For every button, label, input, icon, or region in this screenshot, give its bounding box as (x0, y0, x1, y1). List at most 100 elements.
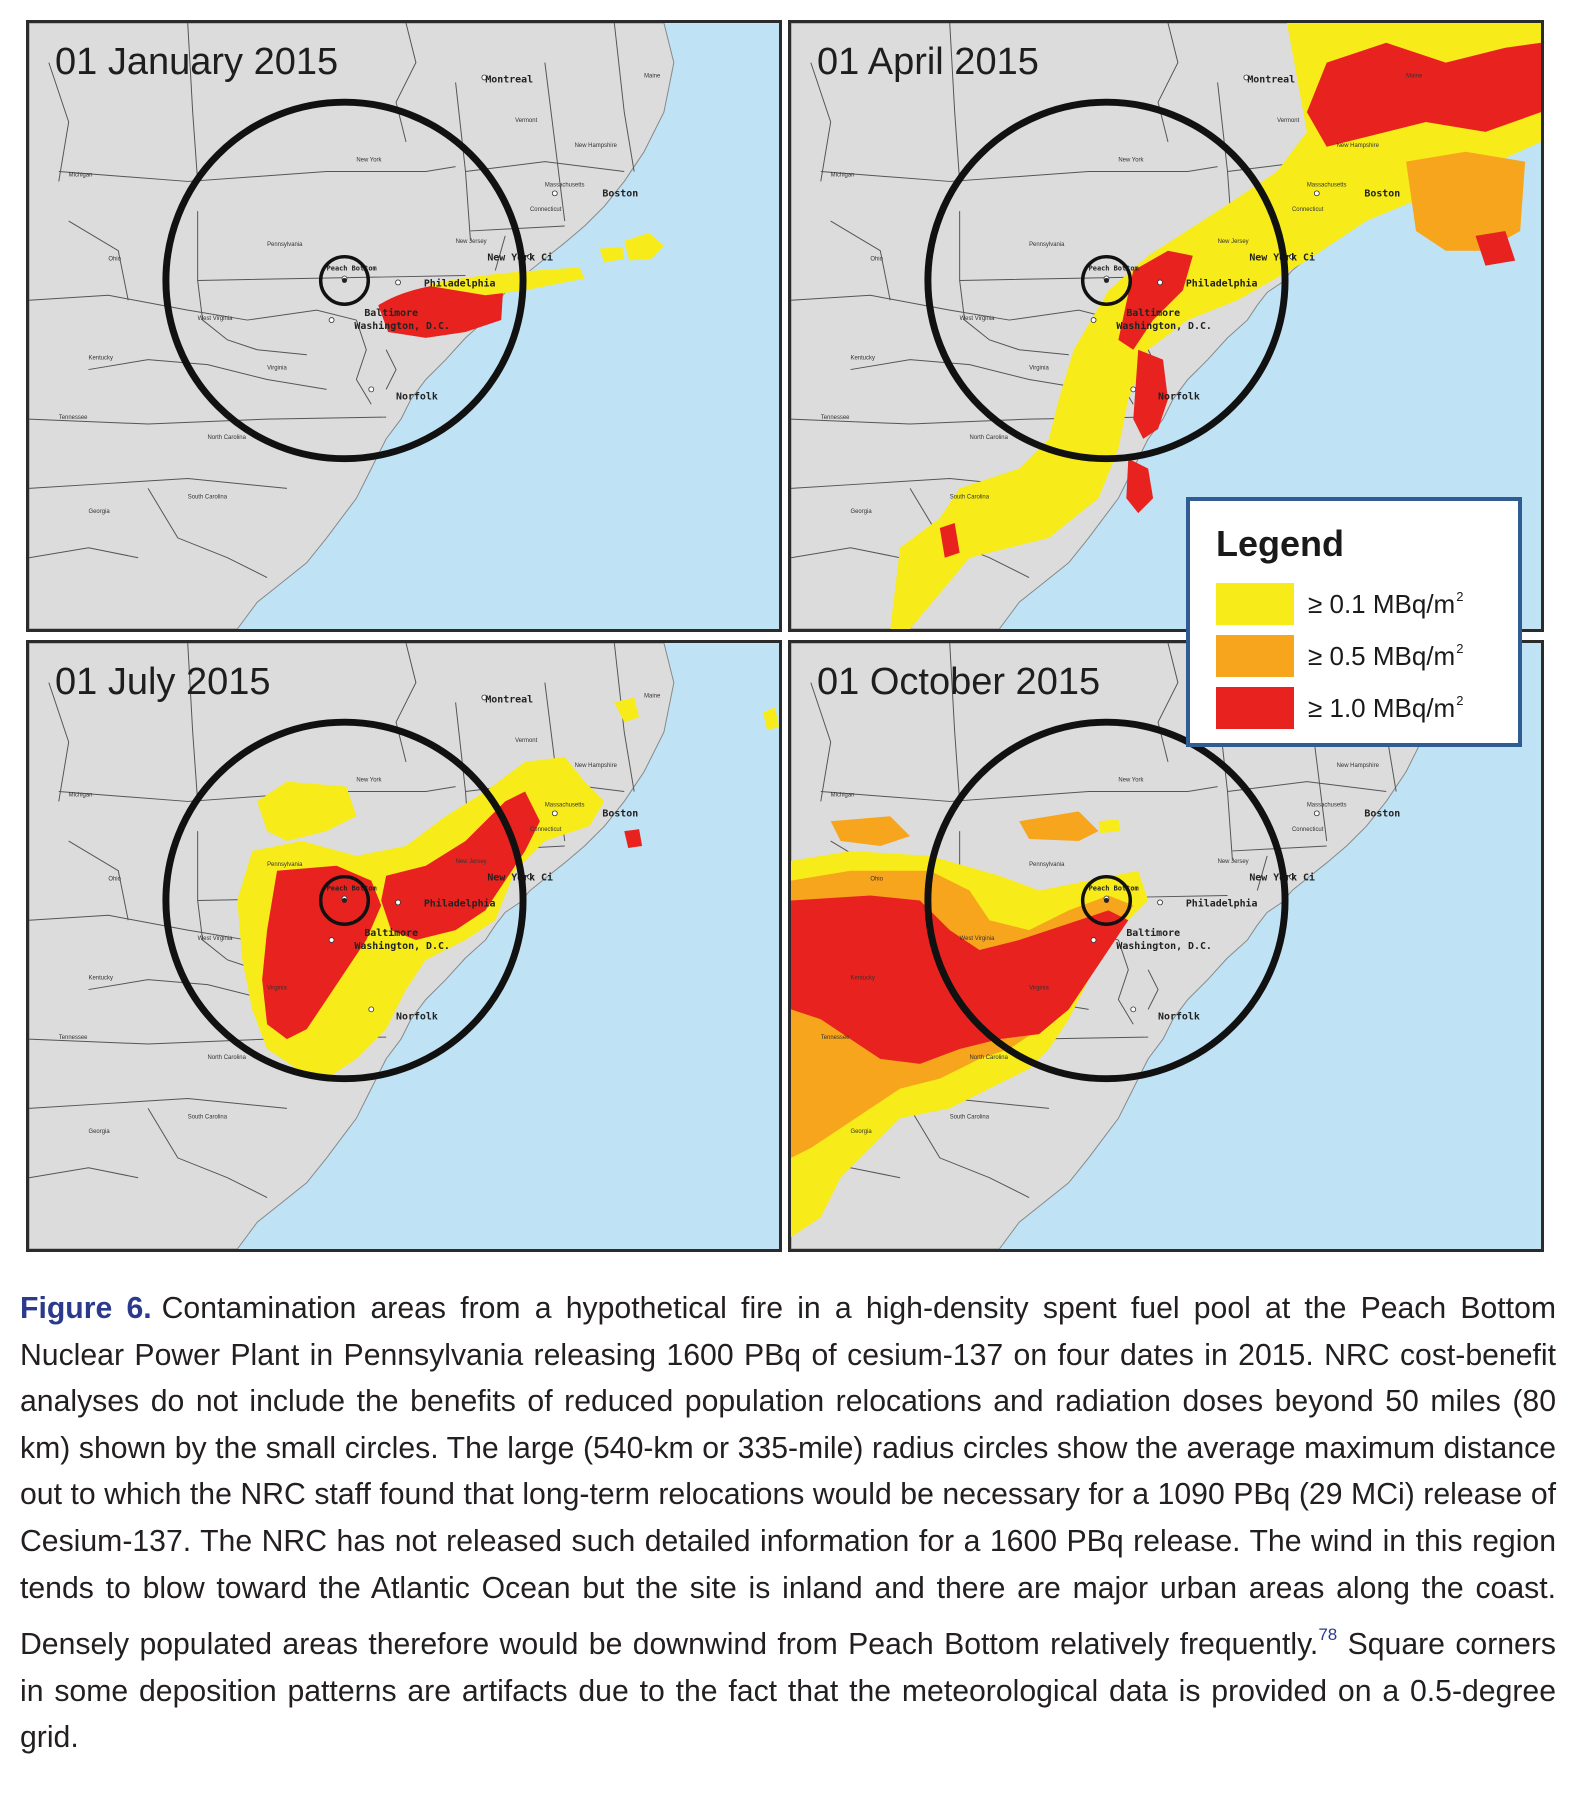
city-marker (481, 694, 488, 701)
state-label: Virginia (267, 366, 287, 372)
state-label: Ohio (870, 877, 883, 883)
city-marker (551, 190, 558, 197)
state-label: Michigan (831, 172, 855, 178)
city-label: Peach Bottom (1089, 885, 1139, 893)
state-label: Georgia (851, 1129, 873, 1135)
fifty-mile-circle (318, 874, 371, 926)
plume-october (791, 811, 1149, 1238)
state-border (187, 23, 199, 182)
state-border (850, 359, 1089, 390)
city-label: Peach Bottom (327, 265, 377, 273)
state-label: North Carolina (970, 435, 1009, 441)
legend-label: ≥ 1.0 MBq/m (1308, 693, 1456, 723)
state-label: Connecticut (1292, 207, 1324, 213)
legend-sup: 2 (1456, 589, 1464, 604)
state-label: Virginia (1029, 986, 1049, 992)
city-marker (1090, 937, 1097, 943)
city-marker (1130, 386, 1137, 393)
state-border (88, 359, 327, 390)
figure-label: Figure 6. (20, 1292, 152, 1325)
city-label: Boston (602, 808, 638, 819)
state-label: New Hampshire (1337, 763, 1380, 769)
state-border (613, 643, 635, 792)
state-label: Vermont (515, 118, 537, 124)
state-border (1256, 855, 1268, 891)
relocation-radius-circle (924, 98, 1289, 463)
city-label: Peach Bottom (1089, 265, 1139, 273)
state-label: Connecticut (1292, 827, 1324, 833)
city-label: Philadelphia (424, 897, 496, 909)
legend-sup: 2 (1456, 693, 1464, 708)
state-border (147, 1108, 268, 1198)
fifty-mile-circle (1080, 254, 1133, 306)
state-border (820, 166, 1218, 182)
state-label: Massachusetts (545, 802, 585, 808)
state-border (29, 1167, 139, 1179)
city-marker (328, 317, 335, 323)
city-marker (527, 253, 533, 260)
state-label: Michigan (69, 172, 93, 178)
city-label: Baltimore (1126, 927, 1180, 939)
city-label: Baltimore (364, 307, 418, 319)
state-border (494, 235, 506, 271)
state-border (465, 161, 625, 173)
city-marker (1313, 190, 1320, 197)
state-border (58, 166, 456, 182)
state-label: South Carolina (950, 1114, 990, 1120)
caption-text: Contamination areas from a hypothetical … (20, 1292, 1556, 1662)
city-marker (368, 1006, 375, 1013)
state-label: Tennessee (59, 415, 88, 421)
panel-date: 01 January 2015 (55, 41, 339, 83)
state-label: New York (1118, 158, 1143, 164)
state-label: Massachusetts (1307, 802, 1347, 808)
city-marker (1289, 253, 1295, 260)
legend-title: Legend (1216, 523, 1345, 564)
city-label: Philadelphia (1186, 897, 1258, 909)
city-label: Baltimore (1126, 307, 1180, 319)
city-label: Norfolk (396, 391, 438, 402)
map-panel-january: Michigan Ohio Pennsylvania New York West Vir… (26, 20, 782, 632)
map-july: Michigan Ohio Pennsylvania New York West Vir… (29, 643, 779, 1249)
state-label: North Carolina (208, 1055, 247, 1061)
city-label: Washington, D.C. (354, 940, 450, 952)
city-label: Peach Bottom (327, 885, 377, 893)
city-label: Norfolk (396, 1011, 438, 1022)
state-label: West Virginia (198, 936, 233, 942)
city-label: Montreal (485, 694, 533, 705)
relocation-radius-circle (924, 718, 1289, 1083)
city-marker (328, 937, 335, 943)
state-label: Pennsylvania (1029, 242, 1065, 248)
state-label: South Carolina (188, 1114, 228, 1120)
state-border (395, 643, 417, 762)
legend: Legend ≥ 0.1 MBq/m2 ≥ 0.5 MBq/m2 ≥ 1.0 M… (1186, 497, 1522, 747)
city-label: Washington, D.C. (1116, 320, 1212, 332)
state-label: Kentucky (851, 356, 875, 362)
legend-label: ≥ 0.5 MBq/m (1308, 641, 1456, 671)
city-label: Washington, D.C. (354, 320, 450, 332)
city-label: Washington, D.C. (1116, 940, 1212, 952)
city-label: Norfolk (1158, 1011, 1200, 1022)
reference-link[interactable]: 78 (1318, 1625, 1338, 1645)
state-border (29, 294, 357, 321)
map-april: Michigan Ohio Pennsylvania New York West Vir… (791, 23, 1541, 629)
state-border (29, 416, 387, 425)
fifty-mile-circle (318, 254, 371, 306)
plant-site-marker (341, 897, 347, 903)
state-label: Maine (644, 73, 661, 79)
state-border (830, 220, 891, 301)
state-label: Massachusetts (1307, 182, 1347, 188)
state-label: Michigan (69, 792, 93, 798)
state-label: West Virginia (960, 936, 995, 942)
state-border (949, 23, 961, 182)
city-marker (1157, 899, 1163, 906)
state-label: New Jersey (456, 859, 487, 865)
legend-item: ≥ 1.0 MBq/m2 (1216, 687, 1506, 731)
map-january: Michigan Ohio Pennsylvania New York West Vir… (29, 23, 675, 629)
relocation-radius-circle (162, 718, 527, 1083)
city-label: Norfolk (1158, 391, 1200, 402)
state-border (187, 643, 199, 802)
legend-swatch (1216, 583, 1294, 625)
city-marker (1157, 279, 1163, 286)
state-border (1227, 781, 1387, 793)
state-label: Tennessee (59, 1035, 88, 1041)
